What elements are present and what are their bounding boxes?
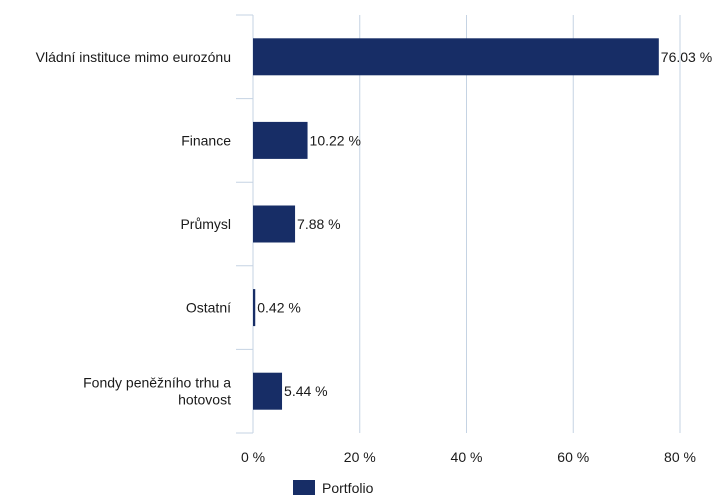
data-label-0: 76.03 %	[661, 49, 712, 65]
category-label-0: Vládní instituce mimo eurozónu	[36, 49, 231, 65]
category-labels: Vládní instituce mimo eurozónu Finance Prů…	[36, 49, 232, 408]
bars: 76.03 % 10.22 % 7.88 % 0.42 % 5.44 %	[253, 38, 712, 410]
x-tick-label-40: 40 %	[451, 449, 483, 465]
category-label-1: Finance	[181, 132, 231, 148]
bar-1	[253, 121, 308, 159]
legend-label-portfolio: Portfolio	[322, 480, 374, 496]
bar-0	[253, 38, 659, 76]
category-label-3: Ostatní	[186, 300, 231, 316]
x-tick-label-0: 0 %	[241, 449, 265, 465]
x-tick-label-80: 80 %	[664, 449, 696, 465]
bar-2	[253, 205, 296, 243]
legend: Portfolio	[293, 480, 374, 496]
data-label-1: 10.22 %	[310, 132, 361, 148]
bar-3	[253, 289, 256, 327]
data-label-4: 5.44 %	[284, 383, 328, 399]
x-axis-ticks: 0 % 20 % 40 % 60 % 80 %	[241, 449, 696, 465]
x-tick-label-60: 60 %	[557, 449, 589, 465]
category-label-4-line-0: Fondy peněžního trhu a	[83, 375, 231, 391]
x-tick-label-20: 20 %	[344, 449, 376, 465]
grid-lines	[236, 14, 681, 434]
data-label-2: 7.88 %	[297, 216, 341, 232]
legend-swatch-portfolio	[293, 480, 315, 495]
data-label-3: 0.42 %	[257, 300, 301, 316]
category-label-4-line-1: hotovost	[178, 392, 231, 408]
category-label-2: Průmysl	[180, 216, 231, 232]
bar-4	[253, 372, 283, 410]
